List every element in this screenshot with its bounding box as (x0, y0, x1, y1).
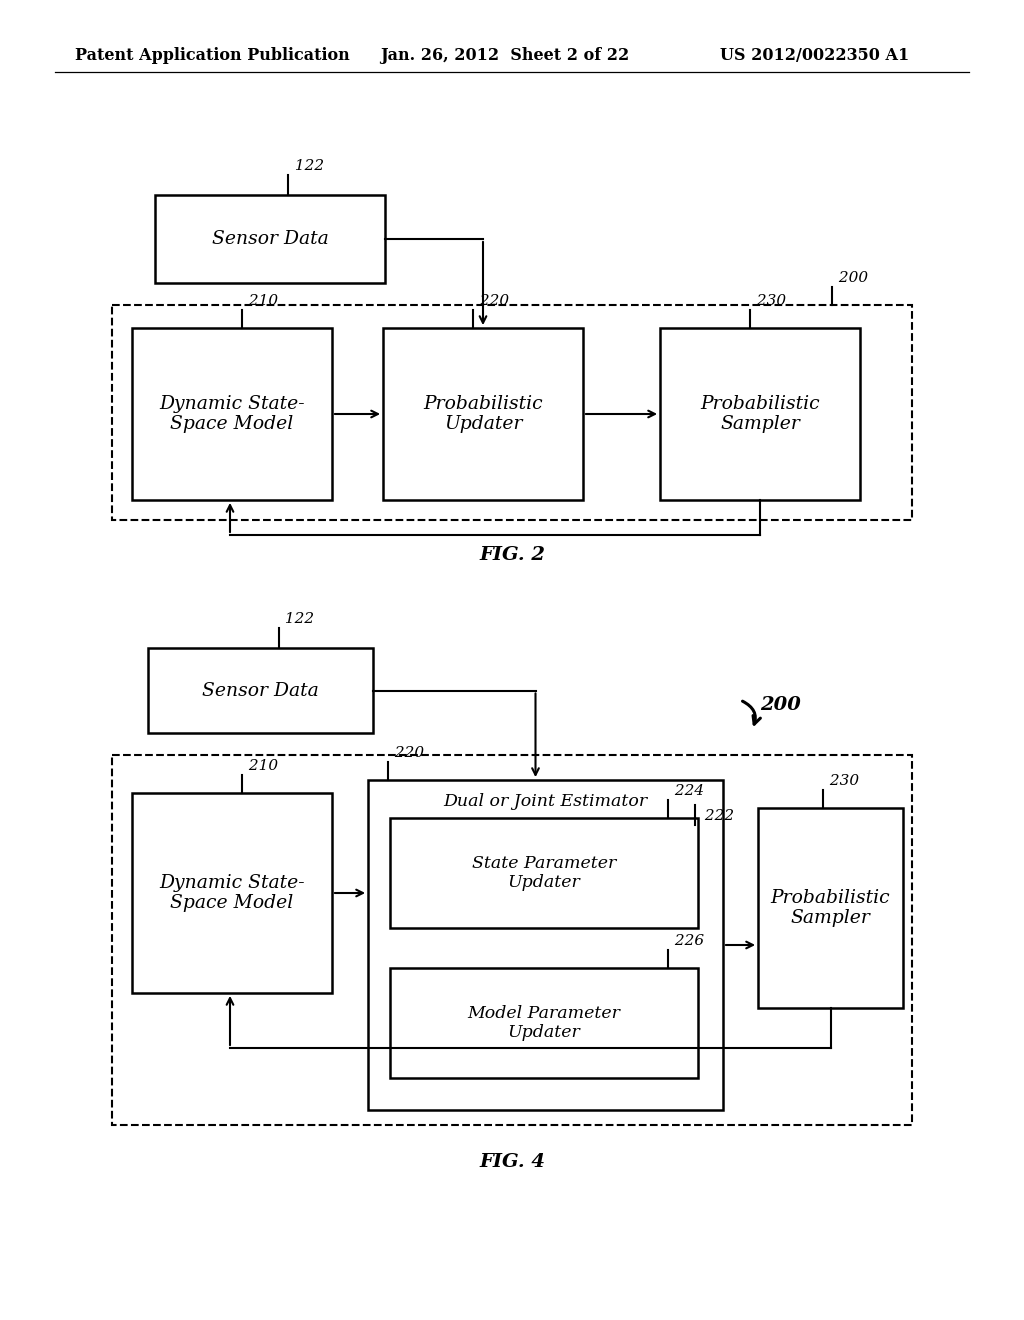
Text: Dynamic State-
Space Model: Dynamic State- Space Model (159, 874, 305, 912)
Text: Probabilistic
Updater: Probabilistic Updater (423, 395, 543, 433)
Text: Sensor Data: Sensor Data (212, 230, 329, 248)
Bar (112, 305, 912, 520)
Bar (390, 818, 698, 928)
Text: Jan. 26, 2012  Sheet 2 of 22: Jan. 26, 2012 Sheet 2 of 22 (380, 46, 630, 63)
Text: 200: 200 (834, 271, 868, 285)
Text: Dynamic State-
Space Model: Dynamic State- Space Model (159, 395, 305, 433)
Text: US 2012/0022350 A1: US 2012/0022350 A1 (720, 46, 909, 63)
Text: State Parameter
Updater: State Parameter Updater (472, 855, 616, 891)
Text: Sensor Data: Sensor Data (202, 681, 318, 700)
Text: Probabilistic
Sampler: Probabilistic Sampler (700, 395, 820, 433)
Bar (148, 648, 373, 733)
Text: 220: 220 (390, 746, 424, 760)
Text: 220: 220 (475, 294, 509, 308)
Text: 222: 222 (700, 809, 734, 822)
Bar (132, 327, 332, 500)
Text: 200: 200 (760, 696, 801, 714)
Text: 226: 226 (670, 935, 705, 948)
Text: 230: 230 (752, 294, 786, 308)
Bar (155, 195, 385, 282)
Bar (368, 780, 723, 1110)
Text: 122: 122 (281, 612, 314, 626)
Text: 224: 224 (670, 784, 705, 799)
Text: Dual or Joint Estimator: Dual or Joint Estimator (443, 793, 647, 810)
Bar (132, 793, 332, 993)
Text: Model Parameter
Updater: Model Parameter Updater (468, 1005, 621, 1041)
Bar (758, 808, 903, 1008)
Text: Patent Application Publication: Patent Application Publication (75, 46, 350, 63)
Text: FIG. 4: FIG. 4 (479, 1152, 545, 1171)
Text: 210: 210 (244, 759, 279, 774)
Bar (112, 755, 912, 1125)
Text: 122: 122 (291, 158, 325, 173)
Text: Probabilistic
Sampler: Probabilistic Sampler (771, 888, 890, 928)
Bar (390, 968, 698, 1078)
Text: 230: 230 (825, 774, 859, 788)
Text: 210: 210 (244, 294, 279, 308)
Bar (660, 327, 860, 500)
Bar (383, 327, 583, 500)
Text: FIG. 2: FIG. 2 (479, 546, 545, 564)
